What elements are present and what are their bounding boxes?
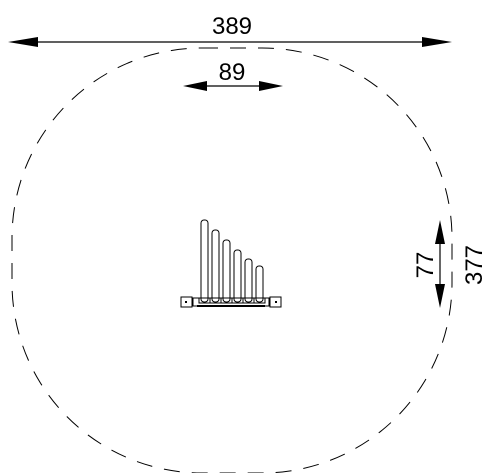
element-width-dimension: 89 xyxy=(183,59,283,91)
arrowhead-right-icon xyxy=(259,81,283,91)
pipe-4 xyxy=(233,249,242,303)
element-depth-label: 77 xyxy=(412,252,439,279)
pipe-1 xyxy=(200,219,209,303)
arrowhead-right-icon xyxy=(422,37,452,47)
pipe-6 xyxy=(255,265,264,303)
pipe-2 xyxy=(211,229,220,303)
element-depth-dimension: 77 xyxy=(412,220,445,308)
arrowhead-up-icon xyxy=(435,220,445,244)
overall-width-label: 389 xyxy=(212,13,252,40)
element-width-label: 89 xyxy=(219,59,246,86)
overall-width-dimension: 389 xyxy=(8,13,452,47)
safety-zone-outline xyxy=(11,47,453,473)
arrowhead-left-icon xyxy=(8,37,38,47)
end-post-right xyxy=(269,296,282,308)
overall-depth-label: 377 xyxy=(461,245,486,285)
pipe-xylophone-element xyxy=(180,219,282,308)
end-post-left xyxy=(180,296,193,308)
pipe-5 xyxy=(244,258,253,303)
arrowhead-down-icon xyxy=(435,284,445,308)
arrowhead-left-icon xyxy=(183,81,207,91)
pipe-3 xyxy=(222,239,231,303)
